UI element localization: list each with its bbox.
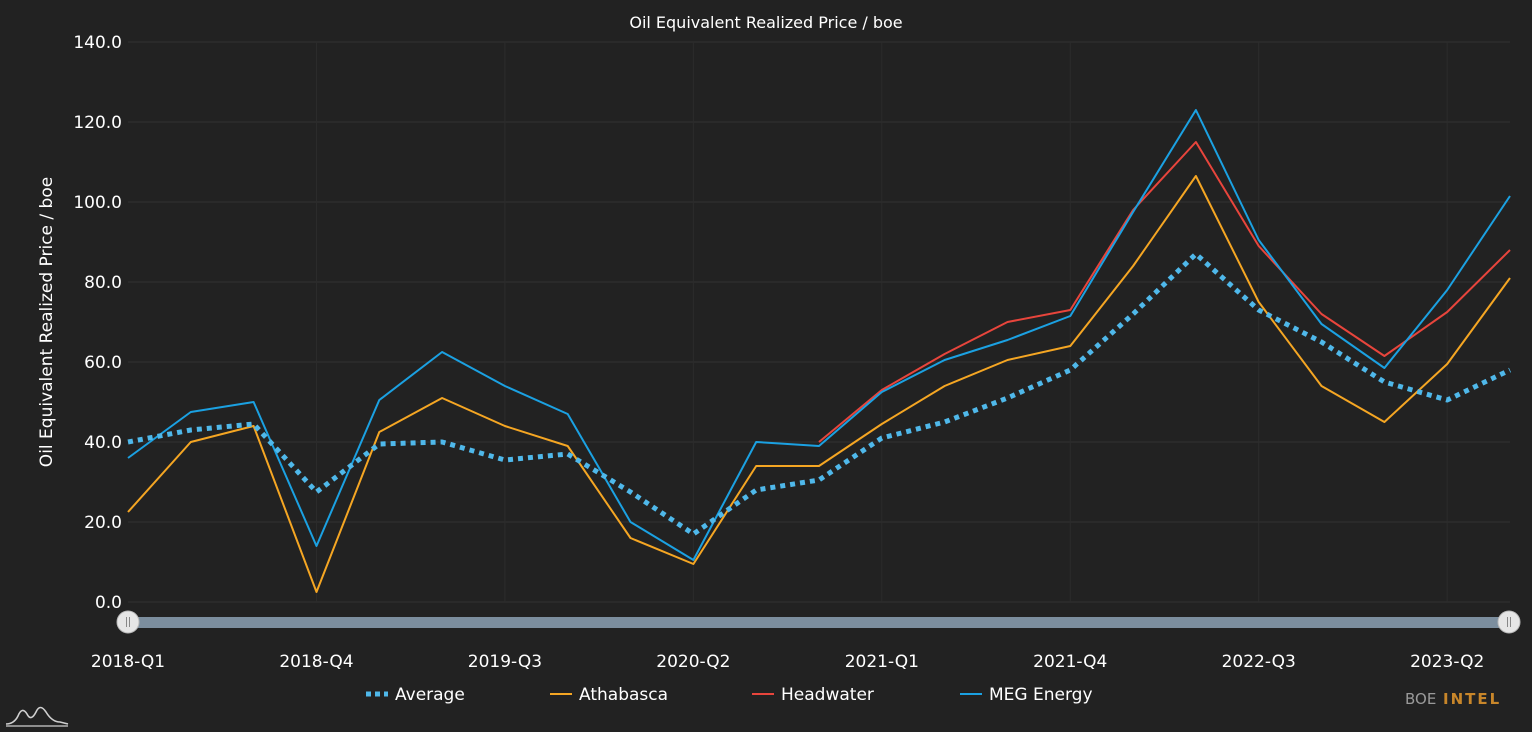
legend-item-athabasca[interactable]: Athabasca bbox=[550, 685, 668, 705]
x-tick-label: 2018-Q4 bbox=[279, 652, 353, 672]
y-tick-label: 140.0 bbox=[73, 33, 122, 53]
series-line-athabasca[interactable] bbox=[127, 175, 1511, 593]
legend-item-headwater[interactable]: Headwater bbox=[752, 685, 874, 705]
legend-label: MEG Energy bbox=[989, 685, 1093, 705]
y-tick-label: 0.0 bbox=[95, 593, 122, 613]
legend-label: Average bbox=[395, 685, 465, 705]
slider-track[interactable] bbox=[128, 617, 1509, 628]
series-lines bbox=[127, 109, 1512, 593]
x-axis-ticks: 2018-Q1 2018-Q4 2019-Q3 2020-Q2 2021-Q1 2021-… bbox=[91, 652, 1484, 672]
y-tick-label: 40.0 bbox=[84, 433, 122, 453]
legend-label: Headwater bbox=[781, 685, 874, 705]
x-tick-label: 2022-Q3 bbox=[1222, 652, 1296, 672]
slider-handle-right[interactable] bbox=[1497, 610, 1521, 634]
x-tick-label: 2021-Q1 bbox=[845, 652, 919, 672]
x-tick-label: 2018-Q1 bbox=[91, 652, 165, 672]
series-line-meg-energy[interactable] bbox=[127, 109, 1511, 561]
legend-item-average[interactable]: Average bbox=[366, 685, 465, 705]
y-tick-label: 120.0 bbox=[73, 113, 122, 133]
x-tick-label: 2019-Q3 bbox=[468, 652, 542, 672]
brand-prefix: BOE bbox=[1405, 690, 1436, 708]
y-axis-label: Oil Equivalent Realized Price / boe bbox=[37, 177, 57, 467]
legend-label: Athabasca bbox=[579, 685, 668, 705]
x-tick-label: 2021-Q4 bbox=[1033, 652, 1107, 672]
range-slider[interactable] bbox=[116, 610, 1521, 634]
slider-handle-left[interactable] bbox=[116, 610, 140, 634]
x-tick-label: 2023-Q2 bbox=[1410, 652, 1484, 672]
y-tick-label: 20.0 bbox=[84, 513, 122, 533]
brand-suffix: INTEL bbox=[1443, 690, 1501, 708]
y-tick-label: 60.0 bbox=[84, 353, 122, 373]
x-tick-label: 2020-Q2 bbox=[656, 652, 730, 672]
chart-title: Oil Equivalent Realized Price / boe bbox=[629, 13, 902, 32]
legend-item-meg-energy[interactable]: MEG Energy bbox=[960, 685, 1093, 705]
series-line-headwater[interactable] bbox=[818, 141, 1511, 443]
series-line-average[interactable] bbox=[127, 251, 1512, 537]
mountain-logo-icon bbox=[5, 706, 69, 727]
y-tick-label: 80.0 bbox=[84, 273, 122, 293]
y-tick-label: 100.0 bbox=[73, 193, 122, 213]
grid bbox=[128, 41, 1510, 603]
y-axis-ticks: 0.0 20.0 40.0 60.0 80.0 100.0 120.0 140.0 bbox=[73, 33, 122, 613]
legend[interactable]: Average Athabasca Headwater MEG Energy bbox=[366, 685, 1093, 705]
